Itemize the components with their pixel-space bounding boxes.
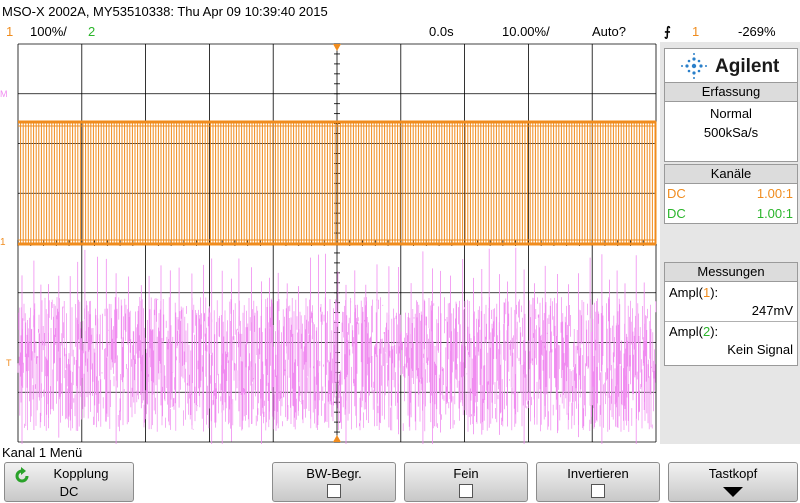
ch2-row: DC 1.00:1 — [665, 204, 797, 224]
fine-checkbox[interactable] — [459, 484, 473, 498]
bw-limit-checkbox[interactable] — [327, 484, 341, 498]
trigger-position-marker — [333, 44, 341, 51]
ch2-number[interactable]: 2 — [88, 24, 96, 39]
kopplung-value: DC — [59, 484, 79, 499]
meas2-label: Ampl(2): — [665, 321, 797, 339]
ch1-scale[interactable]: 100%/ — [30, 24, 67, 39]
ch2-coupling: DC — [667, 206, 686, 221]
channels-box: Kanäle DC 1.00:1 DC 1.00:1 — [664, 164, 798, 224]
time-reference-marker — [333, 435, 341, 442]
bw-limit-softkey[interactable]: BW-Begr. — [272, 462, 396, 502]
ch1-number[interactable]: 1 — [6, 24, 14, 39]
acquisition-box: Erfassung Normal 500kSa/s — [664, 82, 798, 162]
ch1-probe: 1.00:1 — [756, 186, 793, 201]
time-scale[interactable]: 10.00%/ — [502, 24, 550, 39]
waveform-graticule: M 1 T — [0, 43, 657, 451]
kopplung-label: Kopplung — [53, 466, 109, 481]
probe-label: Tastkopf — [708, 466, 758, 481]
meas2-channel: 2 — [702, 324, 711, 339]
math-ground-marker: M — [0, 89, 8, 99]
probe-softkey[interactable]: Tastkopf — [668, 462, 798, 502]
agilent-logo: Agilent — [664, 48, 798, 84]
invert-checkbox[interactable] — [591, 484, 605, 498]
agilent-spark-icon — [681, 53, 707, 79]
side-panel: Agilent Erfassung Normal 500kSa/s Kanäle… — [660, 42, 800, 444]
fine-label: Fein — [453, 466, 479, 481]
brand-name: Agilent — [715, 56, 780, 77]
rotate-knob-icon — [15, 467, 29, 483]
trigger-edge-icon: ⨍ — [664, 24, 671, 39]
invert-softkey[interactable]: Invertieren — [536, 462, 660, 502]
invert-label: Invertieren — [567, 466, 629, 481]
instrument-title: MSO-X 2002A, MY53510338: Thu Apr 09 10:3… — [2, 4, 328, 19]
submenu-arrow-icon — [723, 487, 743, 497]
ch1-trace — [18, 120, 657, 246]
acquisition-mode: Normal — [710, 106, 752, 121]
meas1-label: Ampl(1): — [669, 285, 719, 300]
sample-rate: 500kSa/s — [703, 125, 759, 140]
ch1-row: DC 1.00:1 — [665, 184, 797, 204]
trigger-level[interactable]: -269% — [738, 24, 776, 39]
trigger-mode[interactable]: Auto? — [592, 24, 626, 39]
ch1-ground-marker: 1 — [0, 237, 6, 248]
trigger-source[interactable]: 1 — [692, 24, 700, 39]
channels-header: Kanäle — [665, 165, 797, 184]
measurements-header: Messungen — [665, 263, 797, 282]
meas1-channel: 1 — [702, 285, 711, 300]
waveform-display[interactable]: M 1 T — [0, 42, 660, 451]
bw-limit-label: BW-Begr. — [306, 466, 362, 481]
trigger-level-marker: T — [6, 358, 12, 368]
acquisition-header: Erfassung — [665, 83, 797, 102]
meas1-value: 247mV — [751, 303, 793, 318]
menu-title: Kanal 1 Menü — [2, 445, 83, 460]
meas2-value: Kein Signal — [727, 342, 793, 357]
fine-softkey[interactable]: Fein — [404, 462, 528, 502]
kopplung-softkey[interactable]: Kopplung DC — [4, 462, 134, 502]
measurements-box: Messungen Ampl(1): 247mV Ampl(2): Kein S… — [664, 262, 798, 366]
title-bar: MSO-X 2002A, MY53510338: Thu Apr 09 10:3… — [0, 0, 800, 22]
graticule-grid — [17, 43, 657, 443]
ch2-probe: 1.00:1 — [756, 206, 793, 221]
ch1-coupling: DC — [667, 186, 686, 201]
math-trace — [17, 247, 657, 451]
time-offset[interactable]: 0.0s — [429, 24, 454, 39]
status-bar: 1 100%/ 2 0.0s 10.00%/ Auto? ⨍ 1 -269% — [0, 22, 800, 42]
